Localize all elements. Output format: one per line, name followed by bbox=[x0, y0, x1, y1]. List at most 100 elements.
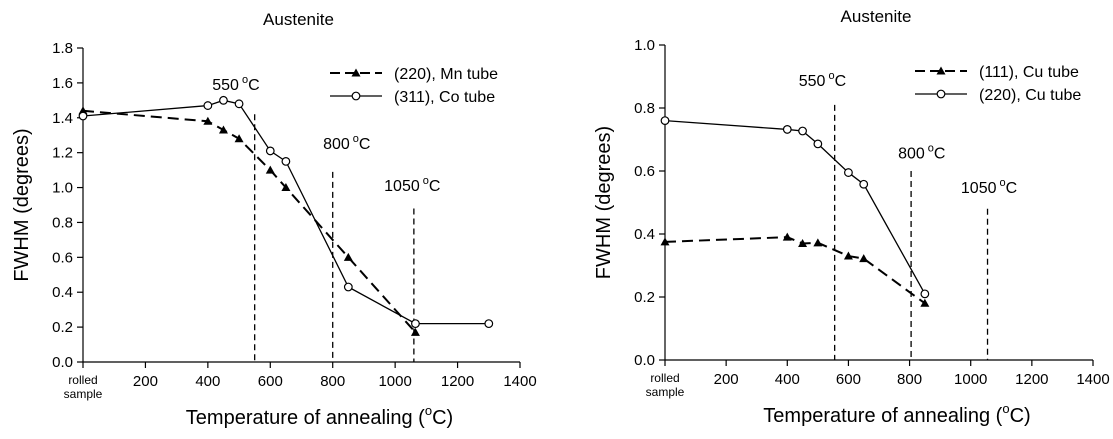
annotation-value: 800 bbox=[898, 145, 925, 162]
temperature-annotation: 1050 oC bbox=[384, 175, 440, 195]
data-point-circle bbox=[343, 282, 353, 292]
temperature-annotation: 550 oC bbox=[799, 70, 846, 90]
data-point-circle bbox=[782, 125, 792, 134]
annotation-value: 550 bbox=[799, 73, 826, 90]
y-tick-label: 1.0 bbox=[52, 180, 73, 197]
y-tick-label: 1.0 bbox=[634, 37, 655, 54]
x-tick-label: 200 bbox=[133, 373, 158, 390]
annotation-unit: C bbox=[359, 136, 371, 153]
x-axis-title-main: Temperature of annealing ( bbox=[186, 407, 425, 429]
annotation-unit: C bbox=[429, 178, 441, 195]
temperature-annotation: 550 oC bbox=[212, 74, 259, 94]
x-tick-label-sample: sample bbox=[646, 385, 685, 399]
data-point-circle bbox=[78, 111, 88, 121]
data-point-triangle bbox=[782, 232, 792, 241]
x-tick-label: 1400 bbox=[503, 373, 536, 390]
data-point-triangle bbox=[813, 238, 823, 247]
y-tick-label: 0.0 bbox=[52, 354, 73, 371]
data-point-triangle bbox=[410, 327, 420, 336]
data-point-triangle bbox=[281, 183, 291, 192]
x-tick-label: 600 bbox=[258, 373, 283, 390]
data-point-circle bbox=[203, 101, 213, 110]
x-axis-title-main: Temperature of annealing ( bbox=[763, 405, 1002, 427]
data-point-circle bbox=[813, 139, 823, 149]
x-axis-title-end: C) bbox=[1010, 405, 1031, 427]
x-tick-label-rolled: rolled bbox=[68, 373, 97, 387]
x-tick-label: 1200 bbox=[441, 373, 474, 390]
data-point-triangle bbox=[265, 165, 275, 174]
legend-label: (220), Cu tube bbox=[979, 87, 1081, 104]
data-point-circle bbox=[484, 319, 494, 329]
data-point-circle bbox=[920, 289, 930, 299]
annotation-unit: C bbox=[248, 77, 260, 94]
x-axis-title-sup: o bbox=[425, 403, 432, 418]
data-point-triangle bbox=[798, 238, 808, 247]
x-tick-label: 1000 bbox=[378, 373, 411, 390]
x-tick-label: 400 bbox=[195, 373, 220, 390]
legend-marker-triangle bbox=[936, 66, 946, 75]
annotation-degree: o bbox=[423, 175, 429, 187]
legend-marker-circle bbox=[351, 91, 361, 101]
y-tick-label: 0.4 bbox=[52, 284, 73, 301]
annotation-unit: C bbox=[934, 145, 946, 162]
legend-marker-circle bbox=[936, 89, 946, 99]
chart-right: Austenite 0.0 0.2 0.4 0.6 0.8 1.0 200 400 600 800 1… bbox=[593, 7, 1110, 427]
data-point-triangle bbox=[343, 252, 353, 261]
annotation-degree: o bbox=[353, 133, 359, 145]
x-tick-label-rolled: rolled bbox=[650, 371, 679, 385]
annotation-unit: C bbox=[1006, 180, 1018, 197]
x-tick-label: 1000 bbox=[954, 371, 987, 388]
data-point-triangle bbox=[920, 298, 930, 307]
series-line-0 bbox=[664, 236, 926, 305]
annotation-value: 1050 bbox=[961, 180, 997, 197]
chart-left: Austenite 0.0 0.2 0.4 0.6 0.8 1.0 1.2 1.4 1.6 1.8 2… bbox=[11, 10, 537, 429]
y-tick-label: 0.6 bbox=[634, 163, 655, 180]
y-axis-title: FWHM (degrees) bbox=[593, 126, 615, 279]
annotation-unit: C bbox=[835, 73, 847, 90]
x-tick-label: 1400 bbox=[1076, 371, 1109, 388]
data-point-triangle bbox=[859, 254, 869, 263]
data-point-circle bbox=[859, 179, 869, 189]
data-point-triangle bbox=[660, 237, 670, 246]
data-point-triangle bbox=[843, 251, 853, 260]
legend-label: (220), Mn tube bbox=[394, 66, 498, 83]
x-tick-label: 1200 bbox=[1015, 371, 1048, 388]
data-point-circle bbox=[411, 319, 420, 329]
annotation-degree: o bbox=[828, 70, 834, 82]
y-axis-title: FWHM (degrees) bbox=[11, 128, 33, 281]
y-tick-label: 0.2 bbox=[52, 319, 73, 336]
y-tick-label: 0.2 bbox=[634, 289, 655, 306]
series-line-1 bbox=[664, 119, 926, 295]
annotation-value: 800 bbox=[323, 136, 350, 153]
y-tick-label: 1.4 bbox=[52, 110, 73, 127]
y-tick-label: 1.2 bbox=[52, 145, 73, 162]
data-point-circle bbox=[234, 99, 244, 109]
legend-label: (311), Co tube bbox=[394, 89, 495, 106]
legend-label: (111), Cu tube bbox=[979, 64, 1079, 81]
y-tick-label: 0.4 bbox=[634, 226, 655, 243]
annotation-value: 1050 bbox=[384, 178, 420, 195]
data-point-circle bbox=[265, 146, 275, 156]
legend-marker-triangle bbox=[351, 68, 361, 77]
data-point-circle bbox=[660, 116, 670, 125]
annotation-degree: o bbox=[242, 74, 248, 86]
y-tick-label: 1.8 bbox=[52, 40, 73, 57]
temperature-annotation: 800 oC bbox=[323, 133, 370, 153]
data-point-triangle bbox=[234, 134, 244, 143]
data-point-circle bbox=[281, 156, 291, 166]
temperature-annotation: 800 oC bbox=[898, 142, 945, 162]
x-axis-title: Temperature of annealing (oC) bbox=[763, 401, 1030, 427]
chart-title: Austenite bbox=[841, 7, 912, 26]
data-point-circle bbox=[798, 126, 807, 136]
y-tick-label: 0.6 bbox=[52, 249, 73, 266]
y-tick-label: 0.8 bbox=[634, 100, 655, 117]
x-axis-title-end: C) bbox=[432, 407, 453, 429]
chart-title: Austenite bbox=[263, 10, 334, 29]
data-point-circle bbox=[844, 168, 853, 177]
annotation-degree: o bbox=[928, 142, 934, 154]
series-line-1 bbox=[82, 99, 489, 325]
y-tick-label: 0.0 bbox=[634, 352, 655, 369]
x-tick-label: 600 bbox=[836, 371, 861, 388]
annotation-degree: o bbox=[1000, 177, 1006, 189]
